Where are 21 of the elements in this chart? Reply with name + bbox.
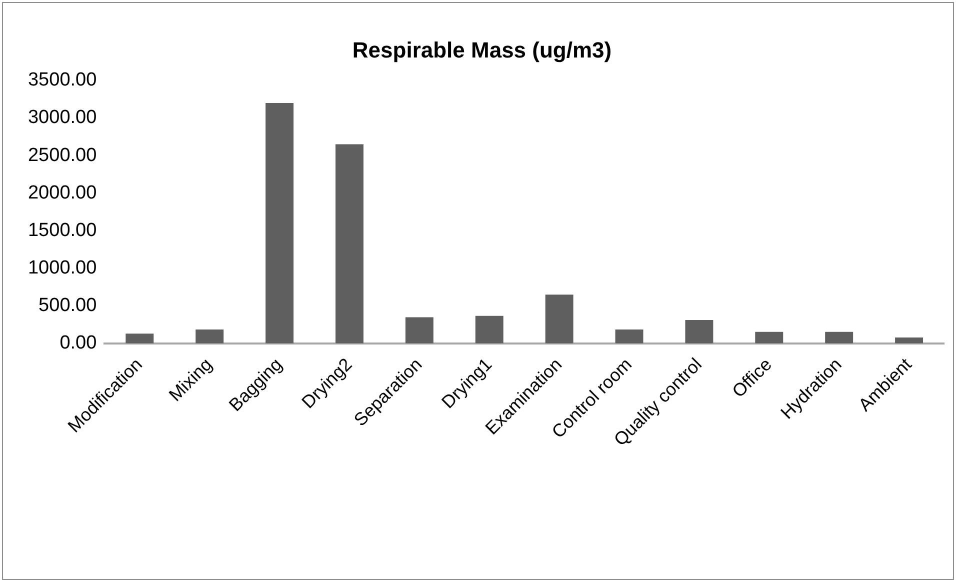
bar xyxy=(545,294,574,344)
bar xyxy=(405,317,434,344)
bar xyxy=(895,337,924,344)
bar xyxy=(755,332,784,344)
y-tick-label: 500.00 xyxy=(38,295,97,316)
y-tick-label: 1500.00 xyxy=(28,220,97,241)
chart-title: Respirable Mass (ug/m3) xyxy=(352,37,612,62)
y-tick-label: 1000.00 xyxy=(28,257,97,278)
bar xyxy=(126,334,154,344)
bar xyxy=(825,332,854,344)
y-tick-label: 2500.00 xyxy=(28,144,97,166)
bar xyxy=(266,102,294,344)
bar xyxy=(196,329,224,344)
y-tick-label: 0.00 xyxy=(60,332,97,354)
bar xyxy=(615,329,644,344)
bar xyxy=(475,316,504,344)
y-tick-label: 2000.00 xyxy=(28,182,97,204)
y-tick-label: 3000.00 xyxy=(28,107,97,128)
bar xyxy=(335,144,364,344)
bar xyxy=(685,320,714,344)
y-tick-label: 3500.00 xyxy=(28,70,97,91)
